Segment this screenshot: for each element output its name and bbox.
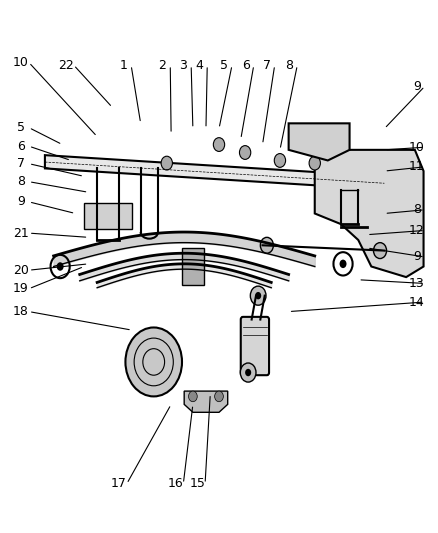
Text: 9: 9 [413, 80, 421, 93]
FancyBboxPatch shape [241, 317, 269, 375]
Text: 10: 10 [13, 56, 29, 69]
Text: 8: 8 [286, 59, 293, 71]
Text: 21: 21 [13, 227, 29, 240]
Circle shape [215, 391, 223, 402]
Text: 4: 4 [195, 59, 203, 71]
Circle shape [255, 292, 261, 300]
Circle shape [251, 286, 266, 305]
Text: 5: 5 [220, 59, 228, 71]
Text: 1: 1 [119, 59, 127, 71]
Circle shape [374, 243, 387, 259]
Text: 7: 7 [263, 59, 271, 71]
Text: 11: 11 [409, 160, 425, 173]
Circle shape [245, 369, 251, 376]
Text: 17: 17 [111, 478, 127, 490]
Text: 3: 3 [180, 59, 187, 71]
Text: 10: 10 [409, 141, 425, 154]
Circle shape [240, 146, 251, 159]
Text: 22: 22 [58, 59, 74, 71]
Circle shape [125, 327, 182, 397]
Text: 20: 20 [13, 264, 29, 277]
Circle shape [274, 154, 286, 167]
Circle shape [188, 391, 197, 402]
Text: 18: 18 [13, 305, 29, 318]
Bar [182, 248, 204, 285]
Text: 2: 2 [159, 59, 166, 71]
Polygon shape [289, 123, 350, 160]
Circle shape [57, 262, 64, 271]
Circle shape [309, 156, 321, 170]
Text: 13: 13 [409, 277, 425, 290]
Circle shape [240, 363, 256, 382]
Circle shape [260, 237, 273, 253]
Polygon shape [84, 203, 132, 229]
Text: 19: 19 [13, 282, 29, 295]
Text: 16: 16 [168, 478, 184, 490]
Polygon shape [315, 150, 424, 277]
Text: 8: 8 [413, 203, 421, 216]
Text: 9: 9 [413, 251, 421, 263]
Text: 7: 7 [17, 157, 25, 170]
Polygon shape [45, 155, 385, 190]
Polygon shape [184, 391, 228, 413]
Text: 5: 5 [17, 121, 25, 134]
Circle shape [213, 138, 225, 151]
Text: 8: 8 [17, 175, 25, 188]
Text: 12: 12 [409, 224, 425, 237]
Text: 9: 9 [17, 195, 25, 208]
Text: 6: 6 [242, 59, 250, 71]
Text: 14: 14 [409, 295, 425, 309]
Circle shape [339, 260, 346, 268]
Text: 15: 15 [189, 478, 205, 490]
Circle shape [161, 156, 173, 170]
Text: 6: 6 [17, 140, 25, 152]
